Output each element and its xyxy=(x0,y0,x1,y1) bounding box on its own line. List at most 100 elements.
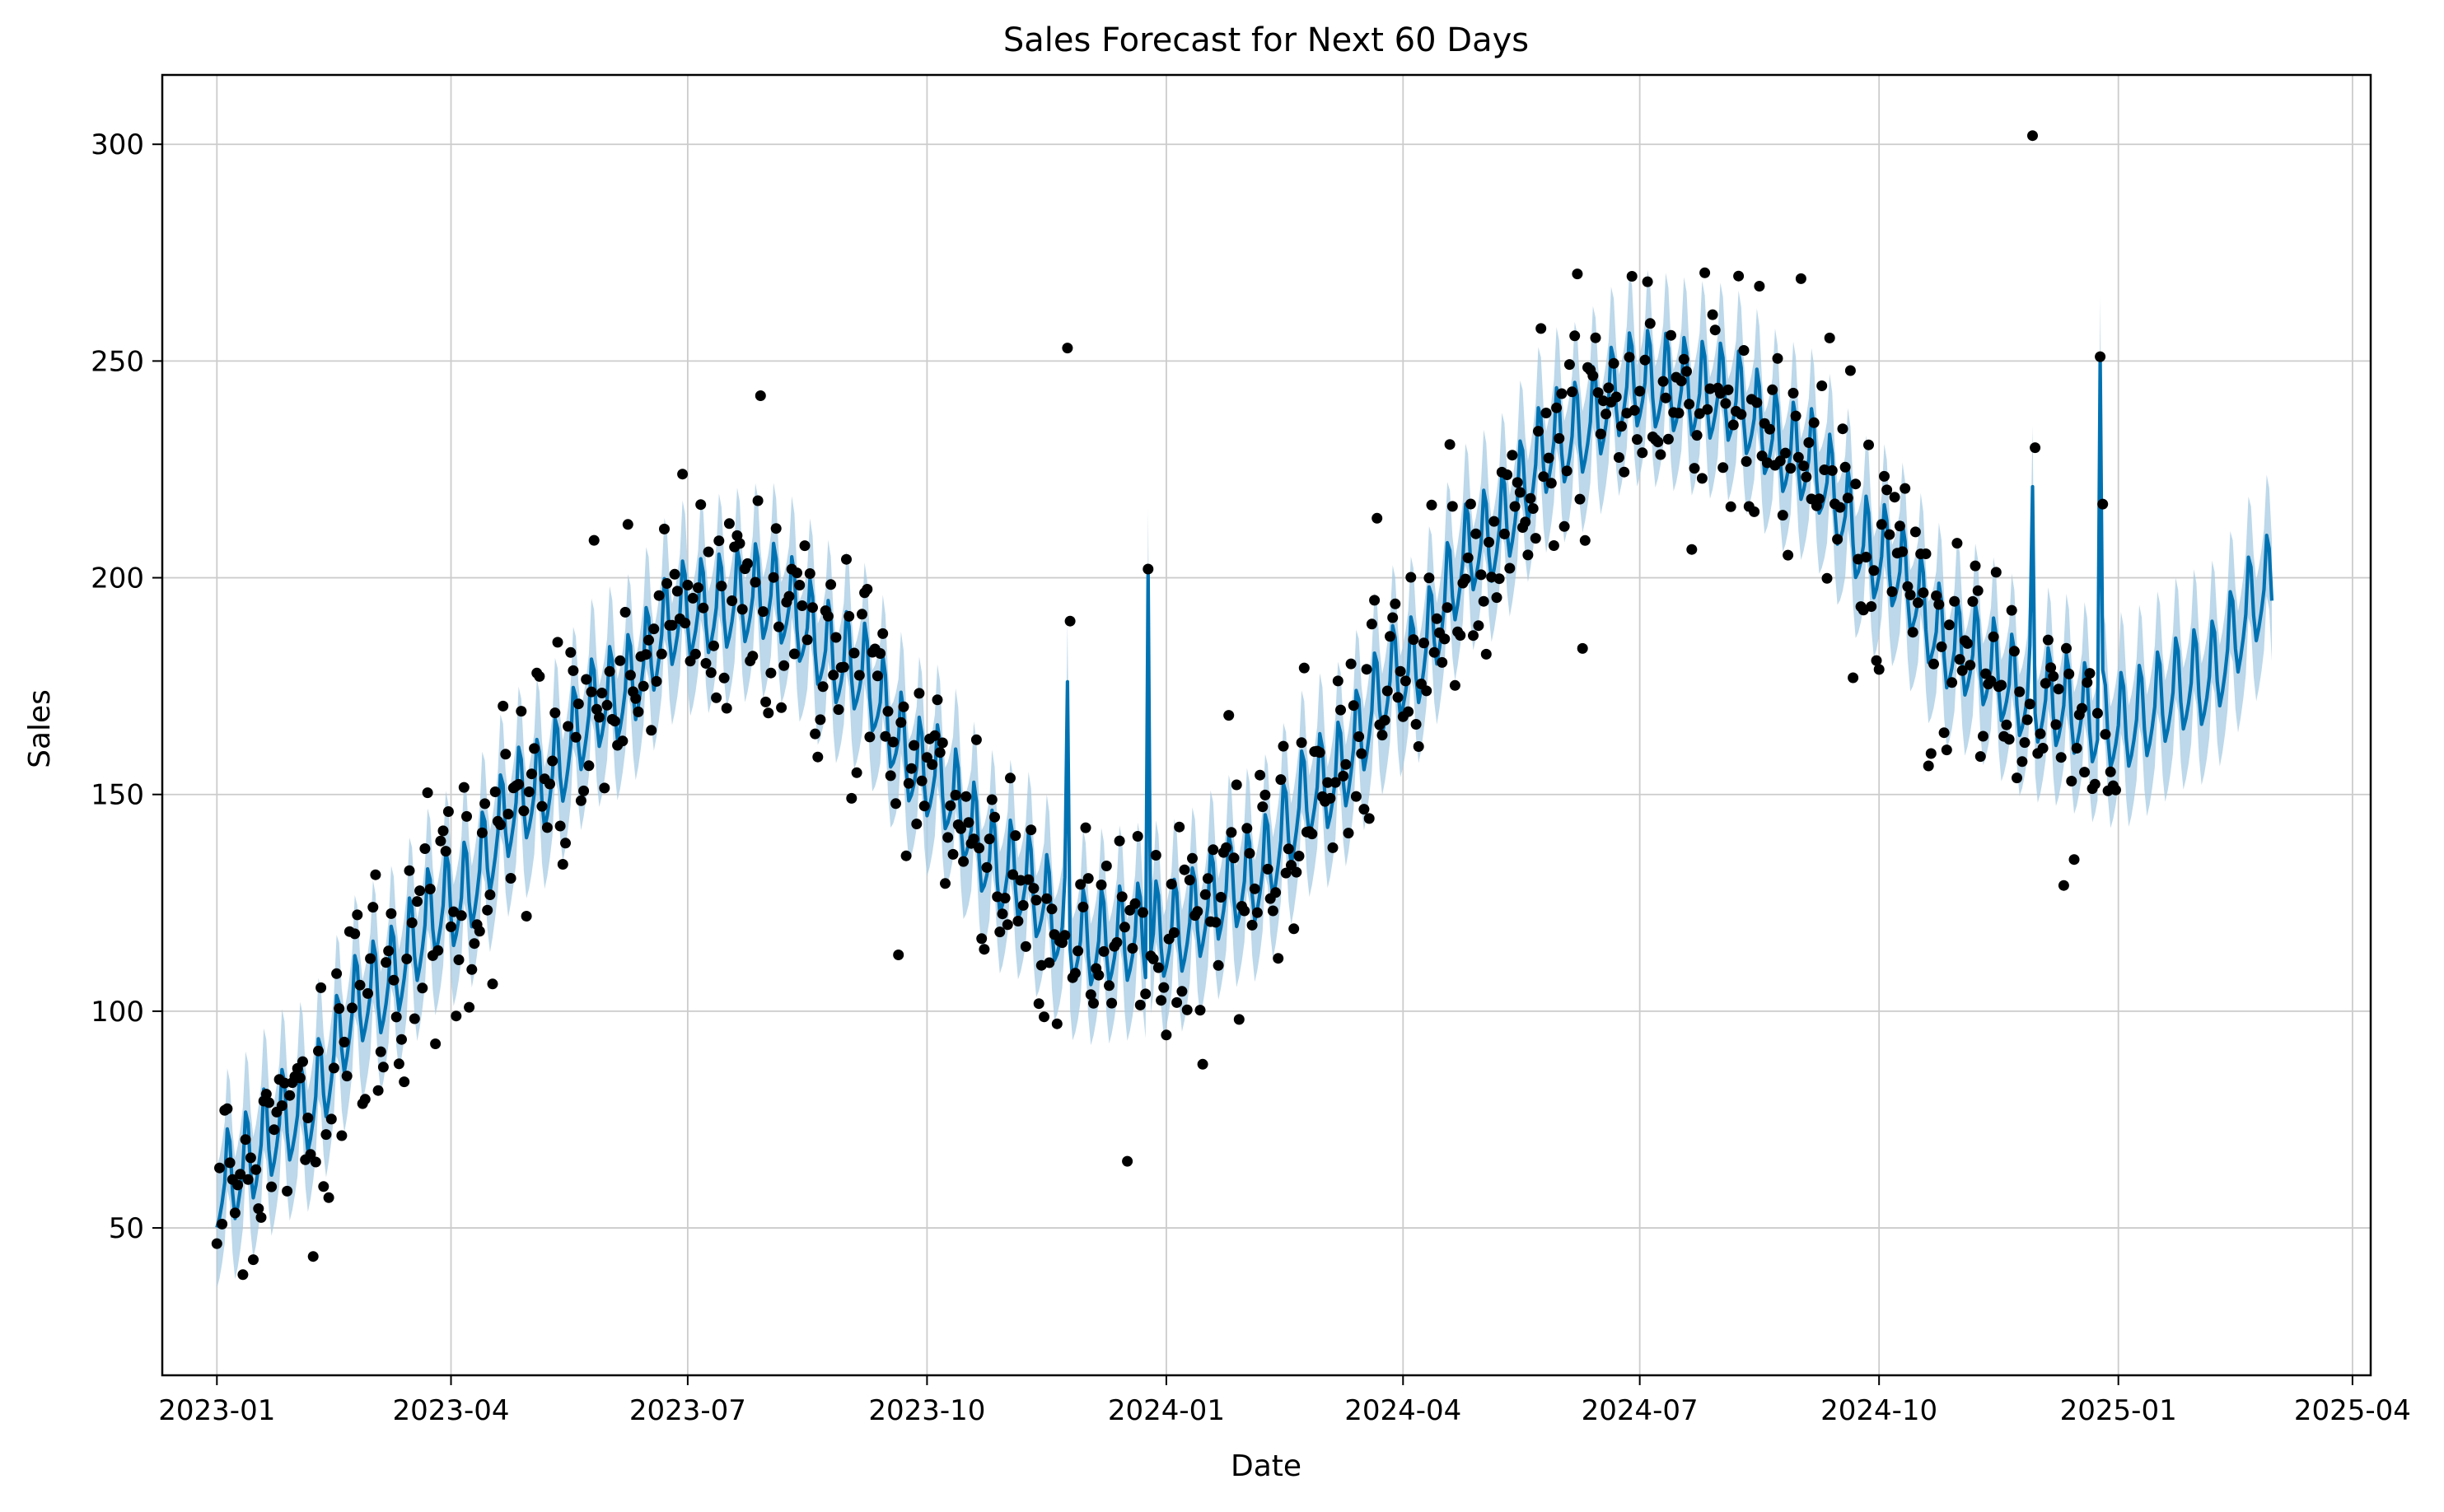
observed-point xyxy=(1844,365,1856,376)
observed-point xyxy=(1512,477,1523,488)
y-axis-label: Sales xyxy=(23,689,57,768)
observed-point xyxy=(1798,460,1810,472)
observed-point xyxy=(619,606,631,618)
observed-point xyxy=(278,1077,290,1089)
observed-point xyxy=(1533,426,1544,437)
observed-point xyxy=(1816,380,1828,391)
observed-point xyxy=(302,1113,314,1123)
observed-point xyxy=(466,964,478,975)
observed-point xyxy=(1772,352,1783,364)
observed-point xyxy=(1361,664,1372,675)
observed-point xyxy=(999,893,1011,903)
observed-point xyxy=(1051,1018,1063,1029)
observed-point xyxy=(362,987,373,999)
observed-point xyxy=(1199,889,1211,900)
observed-point xyxy=(1026,824,1037,836)
observed-point xyxy=(630,693,642,704)
observed-point xyxy=(320,1129,332,1141)
observed-point xyxy=(568,665,579,676)
observed-point xyxy=(2040,678,2051,689)
observed-point xyxy=(307,1251,319,1262)
observed-point xyxy=(1080,822,1091,833)
observed-point xyxy=(872,670,883,682)
observed-point xyxy=(284,1090,296,1101)
observed-point xyxy=(1439,633,1451,645)
observed-point xyxy=(984,833,995,845)
observed-point xyxy=(1210,917,1222,928)
observed-point xyxy=(1610,391,1622,403)
observed-point xyxy=(1493,573,1505,585)
observed-point xyxy=(1166,879,1177,889)
observed-point xyxy=(898,701,909,712)
observed-point xyxy=(1228,852,1240,864)
observed-point xyxy=(2061,642,2072,654)
observed-point xyxy=(903,777,914,789)
x-tick-label: 2025-01 xyxy=(2060,1394,2177,1427)
observed-point xyxy=(1678,353,1689,365)
observed-point xyxy=(1970,560,1981,572)
observed-point xyxy=(680,618,691,629)
observed-point xyxy=(617,735,629,747)
x-tick-label: 2023-01 xyxy=(158,1394,275,1427)
observed-point xyxy=(1498,528,1510,539)
observed-point xyxy=(1395,665,1406,677)
observed-point xyxy=(1226,827,1237,838)
observed-point xyxy=(1943,619,1955,631)
observed-point xyxy=(1946,677,1958,688)
observed-point xyxy=(1848,672,1859,684)
observed-point xyxy=(1390,598,1401,609)
observed-point xyxy=(1900,483,1911,494)
observed-point xyxy=(1525,492,1536,504)
observed-point xyxy=(370,869,381,880)
x-axis-label: Date xyxy=(1231,1449,1301,1483)
observed-point xyxy=(1288,923,1300,935)
observed-point xyxy=(1736,408,1747,420)
observed-point xyxy=(1138,907,1148,918)
observed-point xyxy=(282,1185,293,1197)
observed-point xyxy=(914,688,925,699)
observed-point xyxy=(1686,544,1698,555)
observed-point xyxy=(776,702,787,713)
observed-point xyxy=(1530,533,1541,544)
observed-point xyxy=(487,978,498,990)
observed-point xyxy=(1101,861,1112,871)
observed-point xyxy=(734,538,745,549)
observed-point xyxy=(1936,641,1947,652)
observed-point xyxy=(1704,383,1716,394)
observed-point xyxy=(516,706,527,717)
observed-point xyxy=(1629,404,1640,416)
observed-point xyxy=(958,856,970,867)
observed-point xyxy=(1119,922,1130,933)
observed-point xyxy=(2066,776,2077,786)
observed-point xyxy=(1881,484,1893,496)
observed-point xyxy=(1262,863,1273,875)
observed-point xyxy=(801,634,813,646)
observed-point xyxy=(1475,569,1487,581)
observed-point xyxy=(1251,907,1263,918)
observed-point xyxy=(666,619,678,631)
observed-point xyxy=(563,721,574,732)
observed-point xyxy=(1681,366,1692,377)
observed-point xyxy=(1104,980,1115,992)
observed-point xyxy=(1577,642,1588,654)
observed-point xyxy=(979,944,990,955)
observed-point xyxy=(758,606,769,618)
observed-point xyxy=(1826,464,1838,476)
observed-point xyxy=(2082,677,2093,688)
observed-point xyxy=(552,637,563,648)
observed-point xyxy=(323,1192,334,1203)
observed-point xyxy=(1783,549,1794,561)
observed-point xyxy=(419,843,431,854)
observed-point xyxy=(224,1157,236,1169)
observed-point xyxy=(1246,919,1258,931)
observed-point xyxy=(2077,702,2087,714)
observed-point xyxy=(1465,498,1476,510)
observed-point xyxy=(414,885,426,897)
observed-point xyxy=(534,670,545,682)
observed-point xyxy=(1069,968,1081,979)
observed-point xyxy=(1949,595,1960,607)
observed-point xyxy=(2068,854,2080,866)
observed-point xyxy=(1327,842,1339,853)
observed-point xyxy=(1428,646,1440,658)
observed-point xyxy=(547,755,558,767)
